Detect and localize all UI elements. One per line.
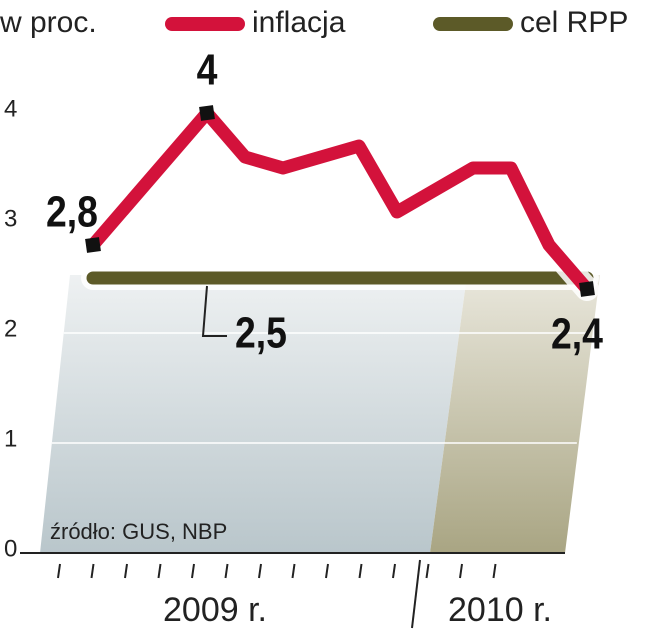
y-tick-label: 1 <box>4 425 17 452</box>
point-marker <box>199 105 215 121</box>
x-tick <box>358 563 363 579</box>
x-tick <box>157 563 162 579</box>
y-tick-label: 4 <box>4 95 17 122</box>
y-tick-label: 2 <box>4 315 17 342</box>
point-marker <box>85 237 101 253</box>
year-label: 2009 r. <box>163 591 267 629</box>
data-label: 2,8 <box>46 187 98 237</box>
legend-label: inflacja <box>252 6 346 39</box>
year-label: 2010 r. <box>448 591 552 629</box>
line-halo <box>81 101 599 301</box>
point-marker <box>579 281 595 297</box>
x-tick <box>291 563 296 579</box>
data-label: 2,4 <box>551 309 603 359</box>
data-label: 4 <box>197 45 218 95</box>
legend-label: cel RPP <box>520 6 628 39</box>
data-label: 2,5 <box>235 308 287 358</box>
x-tick <box>224 563 229 579</box>
plot-area <box>40 275 467 553</box>
plot-area-2010 <box>430 275 600 553</box>
x-tick <box>392 563 396 579</box>
y-tick-label: 3 <box>4 205 17 232</box>
x-tick <box>325 563 329 579</box>
x-tick <box>57 563 61 579</box>
unit-label: w proc. <box>0 6 97 39</box>
x-tick <box>492 563 497 579</box>
source: źródło: GUS, NBP <box>50 519 227 544</box>
year-divider <box>411 559 421 629</box>
x-tick <box>90 563 95 579</box>
x-tick <box>191 563 195 579</box>
x-tick <box>258 563 262 579</box>
x-tick <box>124 563 128 579</box>
x-tick <box>459 563 463 579</box>
line <box>86 106 594 296</box>
leader <box>201 285 227 337</box>
y-tick-label: 0 <box>4 535 17 562</box>
x-tick <box>425 563 430 579</box>
